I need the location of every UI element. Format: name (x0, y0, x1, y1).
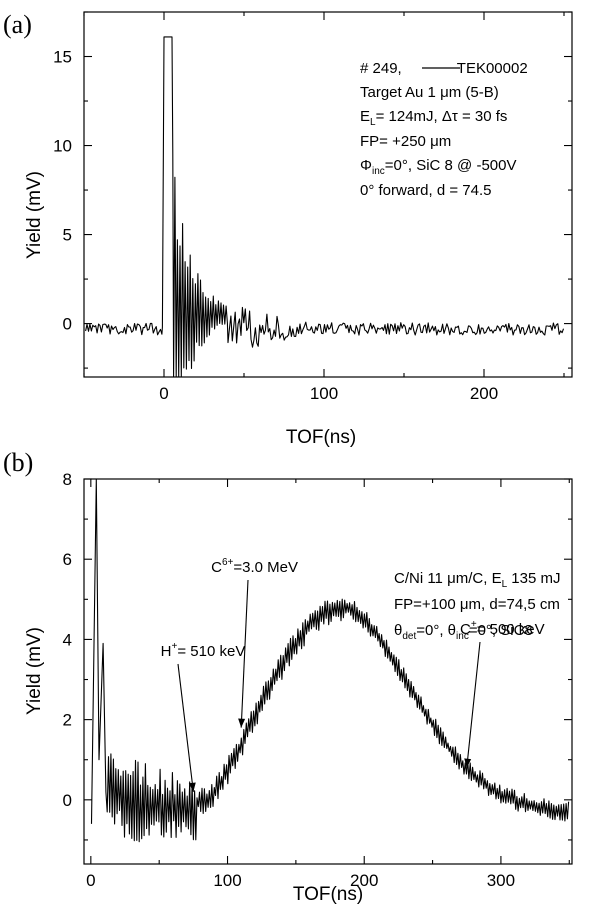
annotation-fragment: =0°, SiC 8 @ -500V (385, 157, 517, 174)
annotation-a1: # 249, TEK00002 (360, 60, 528, 77)
y-tick-label: 10 (53, 137, 72, 156)
y-tick-label: 2 (63, 711, 72, 730)
panel-b-label: (b) (3, 448, 33, 477)
annotation-fragment: L (502, 579, 508, 590)
annotation-line-sample (406, 60, 409, 77)
panel-a-ylabel: Yield (mV) (24, 171, 45, 259)
annotation-a3: EL= 124mJ, Δτ = 30 fs (360, 108, 507, 128)
annotation-fragment: FP=+100 (394, 596, 460, 613)
panel-a: (a) Yield (mV) TOF(ns) 0 100 200 0 5 10 15 # 2… (3, 10, 573, 448)
y-tick-label: 6 (63, 550, 72, 569)
annotation-fragment: m/C, E (456, 570, 502, 587)
arrow-shaft-h1 (177, 663, 194, 792)
annotation-a4: FP= +250 μm (360, 133, 451, 150)
y-tick-label: 0 (63, 791, 72, 810)
x-tick-label: 100 (213, 871, 241, 890)
annotation-fragment: det (402, 631, 416, 642)
annotation-fragment: H (161, 643, 172, 660)
annotation-a5: Φinc=0°, SiC 8 @ -500V (360, 157, 516, 177)
annotation-fragment: + (172, 641, 178, 652)
arrow-shaft-c6 (240, 579, 249, 728)
annotation-fragment: E (360, 108, 370, 125)
x-tick-label: 200 (470, 384, 498, 403)
annotation-fragment: =3.0 MeV (233, 559, 298, 576)
annotation-fragment: μ (430, 133, 439, 150)
annotation-fragment: C (460, 621, 471, 638)
arrow-label-c6: C6+=3.0 MeV (211, 557, 298, 576)
panel-b-ylabel: Yield (mV) (24, 627, 45, 715)
panel-a-series-line (85, 36, 565, 378)
panel-b: (b) Yield (mV) TOF(ns) 0 100 200 300 0 2 4 6 8 C… (3, 448, 573, 905)
annotation-fragment: = 510 keV (177, 643, 245, 660)
x-tick-label: 200 (350, 871, 378, 890)
arrow-head-c1 (464, 758, 472, 768)
annotation-fragment: = 124mJ, Δτ = 30 fs (376, 108, 508, 125)
annotation-fragment: C (211, 559, 222, 576)
panel-a-label: (a) (3, 10, 32, 39)
panel-a-ticks: 0 100 200 0 5 10 15 (53, 11, 572, 403)
annotation-fragment: m (5-B) (449, 84, 499, 101)
annotation-fragment: 135 mJ (507, 570, 560, 587)
annotation-fragment: = 500 keV (477, 621, 545, 638)
annotation-fragment: m, d=74,5 cm (469, 596, 560, 613)
annotation-fragment: TEK00002 (453, 60, 528, 77)
panel-a-plot-frame (83, 11, 573, 378)
annotation-fragment: μ (460, 596, 469, 613)
annotation-fragment: FP= +250 (360, 133, 430, 150)
y-tick-label: 8 (63, 470, 72, 489)
annotation-b3: θdet=0°, θinc=0°, SiC8 (394, 622, 533, 642)
annotation-fragment: θ (394, 622, 402, 639)
annotation-fragment: L (370, 117, 376, 128)
x-tick-label: 0 (86, 871, 95, 890)
y-tick-label: 5 (63, 226, 72, 245)
arrow-head-h1 (188, 782, 196, 792)
panel-b-ticks: 0 100 200 300 0 2 4 6 8 (63, 470, 572, 890)
annotation-a2: Target Au 1 μm (5-B) (360, 84, 499, 101)
arrow-label-h1: H+= 510 keV (161, 641, 246, 660)
annotation-fragment: Target Au 1 (360, 84, 440, 101)
panel-b-series-line (90, 478, 570, 843)
annotation-fragment: inc (372, 166, 385, 177)
x-tick-label: 100 (310, 384, 338, 403)
annotation-fragment: + (471, 619, 477, 630)
y-tick-label: 0 (63, 315, 72, 334)
panel-a-xlabel: TOF(ns) (286, 427, 356, 448)
y-tick-label: 15 (53, 48, 72, 67)
panel-b-xlabel: TOF(ns) (293, 884, 363, 905)
annotation-fragment: m (439, 133, 452, 150)
annotation-fragment: Φ (360, 157, 372, 174)
annotation-fragment: μ (447, 570, 456, 587)
annotation-fragment: 0° forward, d = 74.5 (360, 182, 492, 199)
annotation-fragment: 6+ (222, 557, 234, 568)
x-tick-label: 0 (159, 384, 168, 403)
annotation-fragment: =0°, θ (416, 622, 456, 639)
annotation-b2: FP=+100 μm, d=74,5 cm (394, 596, 560, 613)
y-tick-label: 4 (63, 630, 72, 649)
arrow-head-c6 (238, 718, 246, 728)
annotation-b1: C/Ni 11 μm/C, EL 135 mJ (394, 570, 561, 590)
x-tick-label: 300 (487, 871, 515, 890)
arrow-shaft-c1 (466, 641, 481, 768)
annotation-fragment: # 249, (360, 60, 406, 77)
annotation-fragment: inc (456, 631, 469, 642)
arrow-label-c1: C+= 500 keV (460, 619, 545, 638)
annotation-fragment: C/Ni 11 (394, 570, 447, 587)
annotation-fragment: μ (440, 84, 449, 101)
annotation-fragment: =0°, SiC8 (469, 622, 533, 639)
panel-b-plot-frame (83, 478, 573, 865)
annotation-a6: 0° forward, d = 74.5 (360, 182, 492, 199)
